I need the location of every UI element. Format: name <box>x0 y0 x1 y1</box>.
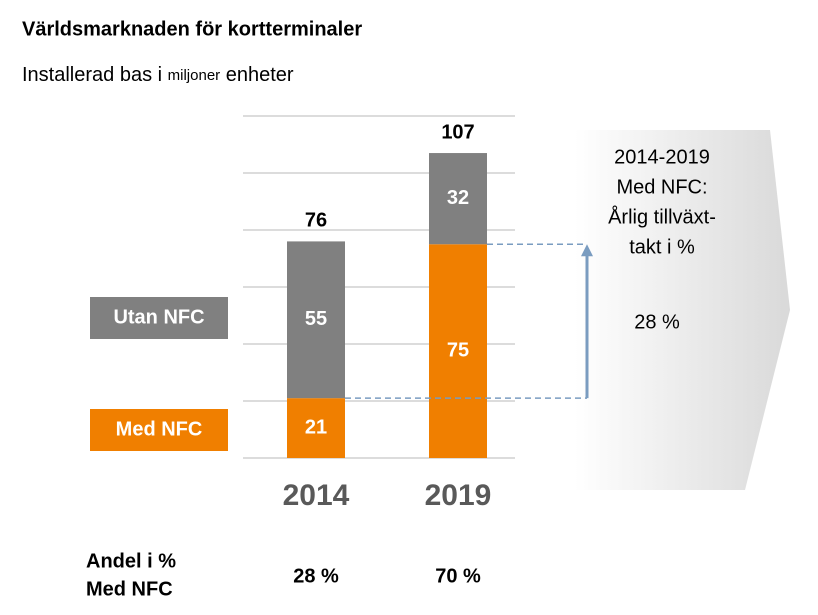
arrow-head <box>581 244 593 257</box>
annotation-line: Med NFC: <box>616 176 707 198</box>
share-caption: Andel i % <box>86 550 176 572</box>
share-label: 70 % <box>435 565 481 587</box>
legend-box <box>90 297 228 339</box>
value-label: 32 <box>447 187 469 209</box>
value-label: 55 <box>305 308 327 330</box>
share-label: 28 % <box>293 565 339 587</box>
legend-label: Utan NFC <box>113 306 204 328</box>
chart-title: Världsmarknaden för kortterminaler <box>22 18 362 40</box>
annotation-line: 2014-2019 <box>614 146 710 168</box>
bar-segment <box>429 244 487 458</box>
total-label: 76 <box>305 210 327 232</box>
bar-segment <box>287 398 345 458</box>
legend-label: Med NFC <box>116 418 203 440</box>
bar-segment <box>429 153 487 245</box>
annotation-value: 28 % <box>634 311 680 333</box>
chevron <box>575 130 790 490</box>
annotation-line: Årlig tillväxt- <box>608 205 716 228</box>
subtitle: Installerad bas i miljoner enheter <box>22 64 294 86</box>
total-label: 107 <box>441 121 474 143</box>
value-label: 75 <box>447 339 469 361</box>
value-label: 21 <box>305 416 327 438</box>
x-tick-label: 2019 <box>425 479 492 512</box>
legend-box <box>90 409 228 451</box>
annotation-line: takt i % <box>629 236 695 258</box>
bar-segment <box>287 241 345 399</box>
share-caption: Med NFC <box>86 578 173 600</box>
x-tick-label: 2014 <box>283 479 350 512</box>
